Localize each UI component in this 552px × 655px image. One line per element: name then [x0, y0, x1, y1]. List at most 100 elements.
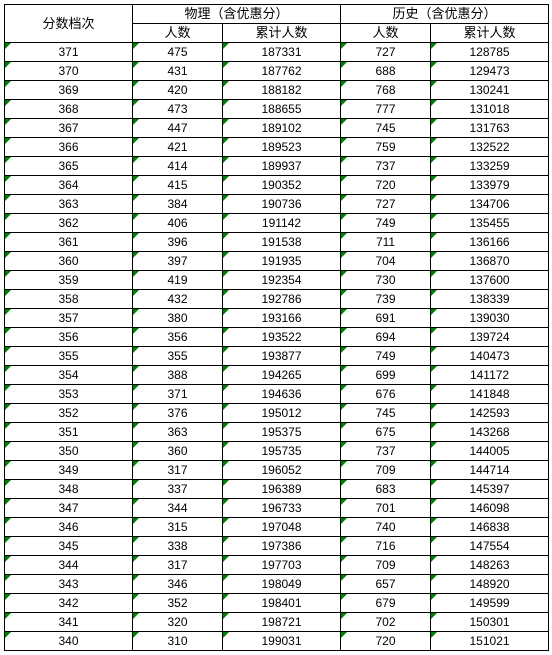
hist-count-cell: 749 [341, 347, 431, 366]
score-cell: 346 [5, 518, 133, 537]
hist-cum-cell: 136870 [431, 252, 549, 271]
hist-cum-cell: 141848 [431, 385, 549, 404]
phys-count-cell: 371 [133, 385, 223, 404]
phys-count-cell: 420 [133, 81, 223, 100]
phys-count-cell: 431 [133, 62, 223, 81]
col-physics-group: 物理（含优惠分） [133, 5, 341, 24]
hist-count-cell: 702 [341, 613, 431, 632]
phys-cum-cell: 199031 [223, 632, 341, 651]
phys-count-cell: 421 [133, 138, 223, 157]
score-cell: 342 [5, 594, 133, 613]
table-row: 367447189102745131763 [5, 119, 549, 138]
score-cell: 368 [5, 100, 133, 119]
phys-cum-cell: 190736 [223, 195, 341, 214]
table-row: 369420188182768130241 [5, 81, 549, 100]
phys-cum-cell: 198721 [223, 613, 341, 632]
phys-count-cell: 320 [133, 613, 223, 632]
table-row: 361396191538711136166 [5, 233, 549, 252]
phys-cum-cell: 189523 [223, 138, 341, 157]
table-row: 352376195012745142593 [5, 404, 549, 423]
table-row: 360397191935704136870 [5, 252, 549, 271]
phys-cum-cell: 189102 [223, 119, 341, 138]
hist-cum-cell: 132522 [431, 138, 549, 157]
table-row: 368473188655777131018 [5, 100, 549, 119]
hist-count-cell: 739 [341, 290, 431, 309]
col-score: 分数档次 [5, 5, 133, 43]
hist-count-cell: 683 [341, 480, 431, 499]
score-cell: 340 [5, 632, 133, 651]
score-cell: 348 [5, 480, 133, 499]
phys-count-cell: 337 [133, 480, 223, 499]
score-cell: 349 [5, 461, 133, 480]
hist-cum-cell: 135455 [431, 214, 549, 233]
score-cell: 366 [5, 138, 133, 157]
hist-count-cell: 701 [341, 499, 431, 518]
hist-cum-cell: 140473 [431, 347, 549, 366]
phys-count-cell: 346 [133, 575, 223, 594]
phys-cum-cell: 193877 [223, 347, 341, 366]
hist-count-cell: 694 [341, 328, 431, 347]
phys-count-cell: 414 [133, 157, 223, 176]
col-history-count: 人数 [341, 24, 431, 43]
score-cell: 361 [5, 233, 133, 252]
score-table: 分数档次 物理（含优惠分） 历史（含优惠分） 人数 累计人数 人数 累计人数 3… [4, 4, 549, 651]
score-cell: 356 [5, 328, 133, 347]
hist-count-cell: 759 [341, 138, 431, 157]
hist-cum-cell: 148920 [431, 575, 549, 594]
table-row: 356356193522694139724 [5, 328, 549, 347]
phys-count-cell: 310 [133, 632, 223, 651]
score-cell: 365 [5, 157, 133, 176]
hist-cum-cell: 131018 [431, 100, 549, 119]
table-row: 341320198721702150301 [5, 613, 549, 632]
phys-cum-cell: 193166 [223, 309, 341, 328]
phys-count-cell: 315 [133, 518, 223, 537]
phys-cum-cell: 196733 [223, 499, 341, 518]
phys-cum-cell: 188655 [223, 100, 341, 119]
hist-cum-cell: 128785 [431, 43, 549, 62]
phys-count-cell: 397 [133, 252, 223, 271]
score-cell: 350 [5, 442, 133, 461]
hist-cum-cell: 151021 [431, 632, 549, 651]
hist-count-cell: 704 [341, 252, 431, 271]
phys-count-cell: 447 [133, 119, 223, 138]
col-physics-cum: 累计人数 [223, 24, 341, 43]
table-row: 362406191142749135455 [5, 214, 549, 233]
hist-count-cell: 691 [341, 309, 431, 328]
phys-count-cell: 475 [133, 43, 223, 62]
phys-count-cell: 352 [133, 594, 223, 613]
score-cell: 370 [5, 62, 133, 81]
phys-cum-cell: 194636 [223, 385, 341, 404]
hist-count-cell: 709 [341, 556, 431, 575]
phys-cum-cell: 191935 [223, 252, 341, 271]
hist-cum-cell: 147554 [431, 537, 549, 556]
phys-cum-cell: 198401 [223, 594, 341, 613]
score-cell: 362 [5, 214, 133, 233]
hist-cum-cell: 134706 [431, 195, 549, 214]
hist-count-cell: 727 [341, 195, 431, 214]
phys-cum-cell: 197048 [223, 518, 341, 537]
phys-cum-cell: 197386 [223, 537, 341, 556]
hist-cum-cell: 146098 [431, 499, 549, 518]
table-row: 365414189937737133259 [5, 157, 549, 176]
phys-count-cell: 380 [133, 309, 223, 328]
score-cell: 345 [5, 537, 133, 556]
phys-count-cell: 344 [133, 499, 223, 518]
phys-cum-cell: 191538 [223, 233, 341, 252]
table-row: 359419192354730137600 [5, 271, 549, 290]
score-cell: 371 [5, 43, 133, 62]
phys-count-cell: 419 [133, 271, 223, 290]
hist-count-cell: 716 [341, 537, 431, 556]
table-row: 370431187762688129473 [5, 62, 549, 81]
phys-cum-cell: 196389 [223, 480, 341, 499]
table-row: 366421189523759132522 [5, 138, 549, 157]
table-row: 355355193877749140473 [5, 347, 549, 366]
hist-count-cell: 676 [341, 385, 431, 404]
table-row: 340310199031720151021 [5, 632, 549, 651]
score-cell: 352 [5, 404, 133, 423]
hist-count-cell: 777 [341, 100, 431, 119]
table-row: 364415190352720133979 [5, 176, 549, 195]
hist-cum-cell: 142593 [431, 404, 549, 423]
score-cell: 351 [5, 423, 133, 442]
hist-cum-cell: 139030 [431, 309, 549, 328]
hist-count-cell: 740 [341, 518, 431, 537]
